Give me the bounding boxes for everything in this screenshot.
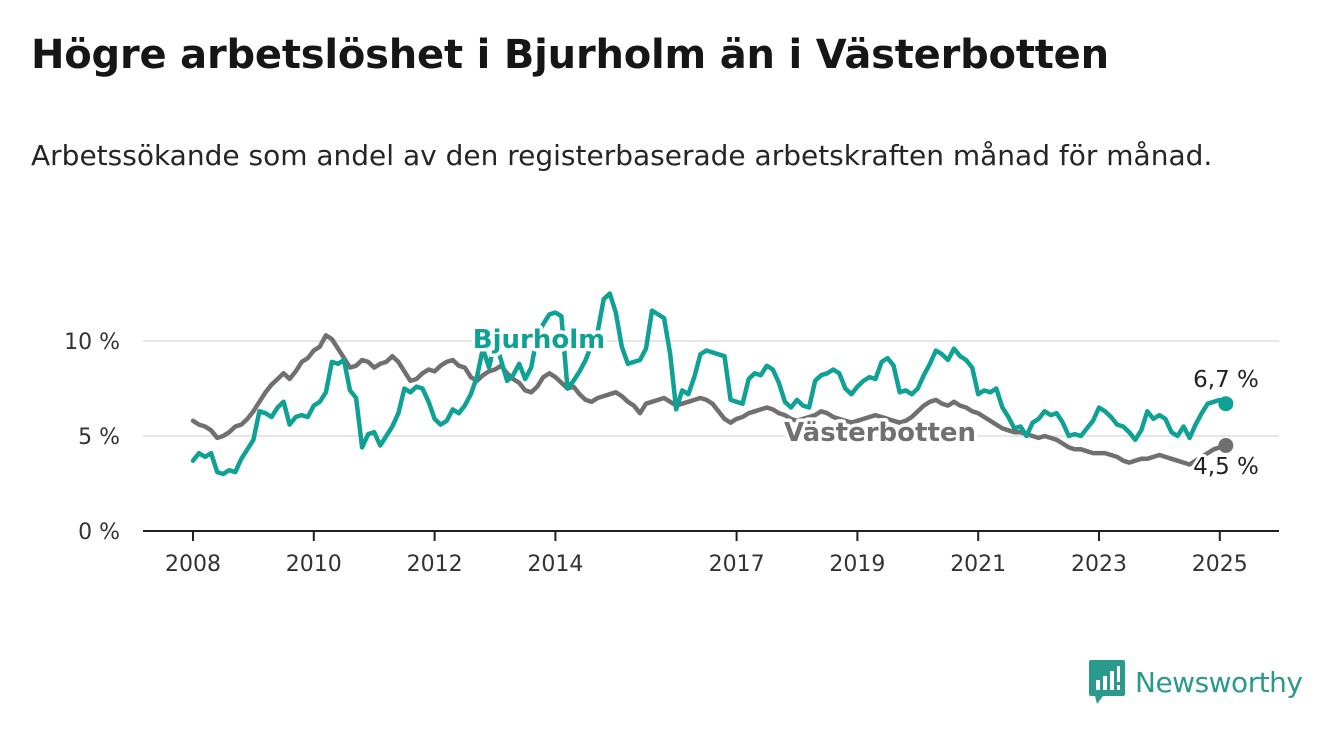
y-tick-label-5: 5 % <box>78 425 120 450</box>
chart-subtitle: Arbetssökande som andel av den registerb… <box>31 139 1213 172</box>
end-label-vasterbotten: 4,5 % <box>1193 454 1259 480</box>
axis-layer: 0 % 5 % 10 % 2008 2010 2012 2014 2017 2019 2021 20… <box>64 330 1279 577</box>
x-tick-label-2025: 2025 <box>1192 552 1248 577</box>
y-tick-label-0: 0 % <box>78 520 120 545</box>
label-layer: Bjurholm Västerbotten 6,7 % 4,5 % <box>469 322 1262 484</box>
grid-layer <box>143 340 1279 437</box>
x-tick-label-2019: 2019 <box>829 552 885 577</box>
brand-name: Newsworthy <box>1135 665 1303 699</box>
x-tick-label-2021: 2021 <box>950 552 1006 577</box>
x-tick-label-2014: 2014 <box>527 552 583 577</box>
series-line-vasterbotten <box>190 333 1229 467</box>
newsworthy-brand: Newsworthy <box>1089 660 1303 704</box>
x-tick-label-2023: 2023 <box>1071 552 1127 577</box>
series-endpoint-bjurholm <box>1218 396 1234 412</box>
series-label-vasterbotten: Västerbotten <box>784 418 976 448</box>
end-label-bjurholm: 6,7 % <box>1193 367 1259 393</box>
series-label-bjurholm: Bjurholm <box>473 325 605 355</box>
chart-title: Högre arbetslöshet i Bjurholm än i Väste… <box>31 32 1109 78</box>
series-line-bjurholm <box>190 291 1229 477</box>
newsworthy-logo-icon <box>1089 660 1125 704</box>
x-tick-label-2010: 2010 <box>286 552 342 577</box>
x-tick-label-2012: 2012 <box>407 552 463 577</box>
y-tick-label-10: 10 % <box>64 330 120 355</box>
series-layer <box>190 291 1234 477</box>
x-tick-label-2008: 2008 <box>165 552 221 577</box>
series-endpoint-vasterbotten <box>1218 438 1234 453</box>
x-tick-label-2017: 2017 <box>709 552 765 577</box>
